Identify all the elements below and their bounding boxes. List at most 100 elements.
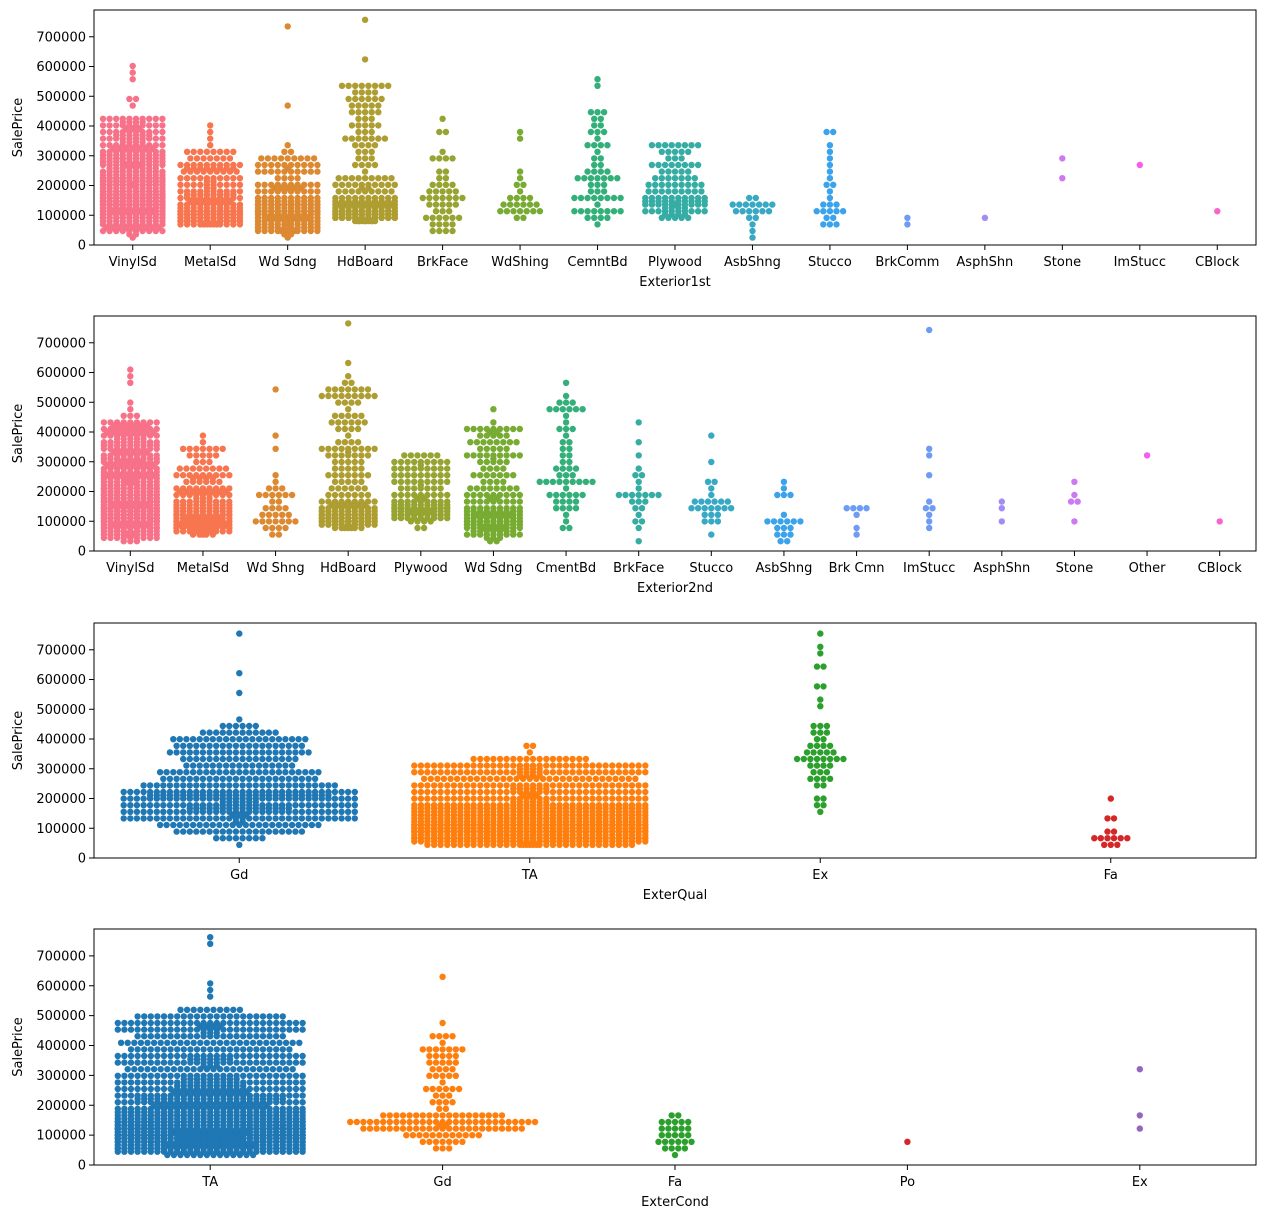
point-fa <box>1110 828 1118 835</box>
point-metalsd <box>212 452 220 459</box>
point-ta <box>569 769 576 776</box>
point-ta <box>174 1026 181 1033</box>
point-wd-sdng <box>287 188 295 195</box>
point-gd <box>222 762 230 769</box>
x-tick-label: Other <box>1129 561 1167 576</box>
point-stucco <box>830 214 837 221</box>
point-gd <box>272 742 279 749</box>
point-gd <box>285 808 292 815</box>
point-gd <box>246 782 253 789</box>
point-cmentbd <box>562 511 570 518</box>
point-wd-sdng <box>503 458 510 466</box>
point-wd-sdng <box>254 168 262 175</box>
point-ta <box>569 755 576 763</box>
point-brkface <box>449 214 456 221</box>
point-gd <box>206 755 213 763</box>
point-hdboard <box>331 458 339 466</box>
point-ta <box>174 1019 181 1027</box>
point-hdboard <box>351 452 358 459</box>
point-ta <box>249 1066 257 1073</box>
point-vinylsd <box>152 227 159 235</box>
x-tick-label: Wd Shng <box>246 561 304 576</box>
point-gd <box>272 729 279 736</box>
point-ta <box>490 788 497 796</box>
point-plywood <box>671 188 679 195</box>
point-wd-sdng <box>287 175 295 182</box>
point-ta <box>602 788 609 796</box>
point-ta <box>207 940 214 947</box>
point-metalsd <box>226 155 234 162</box>
point-hdboard <box>325 386 332 393</box>
point-gd <box>180 795 187 802</box>
point-wd-shng <box>269 498 276 505</box>
point-gd <box>262 762 269 769</box>
point-hdboard <box>361 128 369 136</box>
point-ta <box>463 841 471 848</box>
point-ta <box>193 1013 201 1020</box>
point-hdboard <box>388 175 395 182</box>
x-tick-label: CemntBd <box>567 255 627 270</box>
point-hdboard <box>348 425 355 433</box>
point-gd <box>282 762 289 769</box>
point-ta <box>240 1052 247 1060</box>
point-ex <box>817 630 824 637</box>
point-ta <box>622 782 629 789</box>
point-ta <box>430 841 438 848</box>
point-brkface <box>449 181 456 188</box>
point-brkface <box>635 439 642 446</box>
y-tick-label: 500000 <box>36 396 86 411</box>
point-gd <box>140 795 147 802</box>
point-ta <box>226 1033 234 1040</box>
point-vinylsd <box>127 538 134 545</box>
point-gd <box>226 815 233 822</box>
point-gd <box>305 808 312 815</box>
point-ta <box>470 782 477 789</box>
point-brkface <box>439 194 446 202</box>
point-plywood <box>685 181 692 188</box>
point-gd <box>252 835 259 842</box>
point-cemntbd <box>610 194 618 202</box>
point-ta <box>164 1066 171 1073</box>
point-brkface <box>426 194 433 202</box>
point-gd <box>140 815 147 822</box>
point-ta <box>240 1019 247 1027</box>
point-hdboard <box>378 181 385 188</box>
point-metalsd <box>207 142 214 149</box>
point-asbshng <box>749 234 756 241</box>
point-plywood <box>658 175 665 182</box>
point-ta <box>174 1013 181 1020</box>
point-gd <box>259 729 266 736</box>
point-brkface <box>635 485 642 492</box>
point-ta <box>615 795 623 802</box>
point-gd <box>331 788 339 796</box>
subplot-4: 0100000200000300000400000500000600000700… <box>11 928 1257 1210</box>
point-ta <box>183 1066 191 1073</box>
point-hdboard <box>368 122 375 129</box>
point-gd <box>265 755 273 763</box>
point-fa <box>1107 841 1115 848</box>
point-hdboard <box>364 392 372 400</box>
point-cmentbd <box>553 505 560 512</box>
point-metalsd <box>203 531 210 538</box>
point-metalsd <box>176 465 183 472</box>
x-tick-label: BrkComm <box>875 255 939 270</box>
point-gd <box>189 736 197 743</box>
point-gd <box>302 736 309 743</box>
point-metalsd <box>223 181 230 188</box>
point-metalsd <box>230 221 237 228</box>
point-gd <box>173 795 180 802</box>
point-plywood <box>414 524 421 532</box>
point-plywood <box>678 148 685 155</box>
point-wd-sdng <box>500 439 507 446</box>
point-ta <box>253 1013 260 1020</box>
point-ta <box>226 1026 234 1033</box>
point-gd <box>166 802 174 809</box>
point-hdboard <box>364 452 372 459</box>
point-ta <box>127 1092 135 1099</box>
point-ta <box>147 1059 154 1066</box>
point-brkface <box>429 155 436 162</box>
point-plywood <box>437 478 444 485</box>
point-metalsd <box>199 452 207 459</box>
point-metalsd <box>183 175 191 182</box>
point-hdboard <box>341 425 349 433</box>
